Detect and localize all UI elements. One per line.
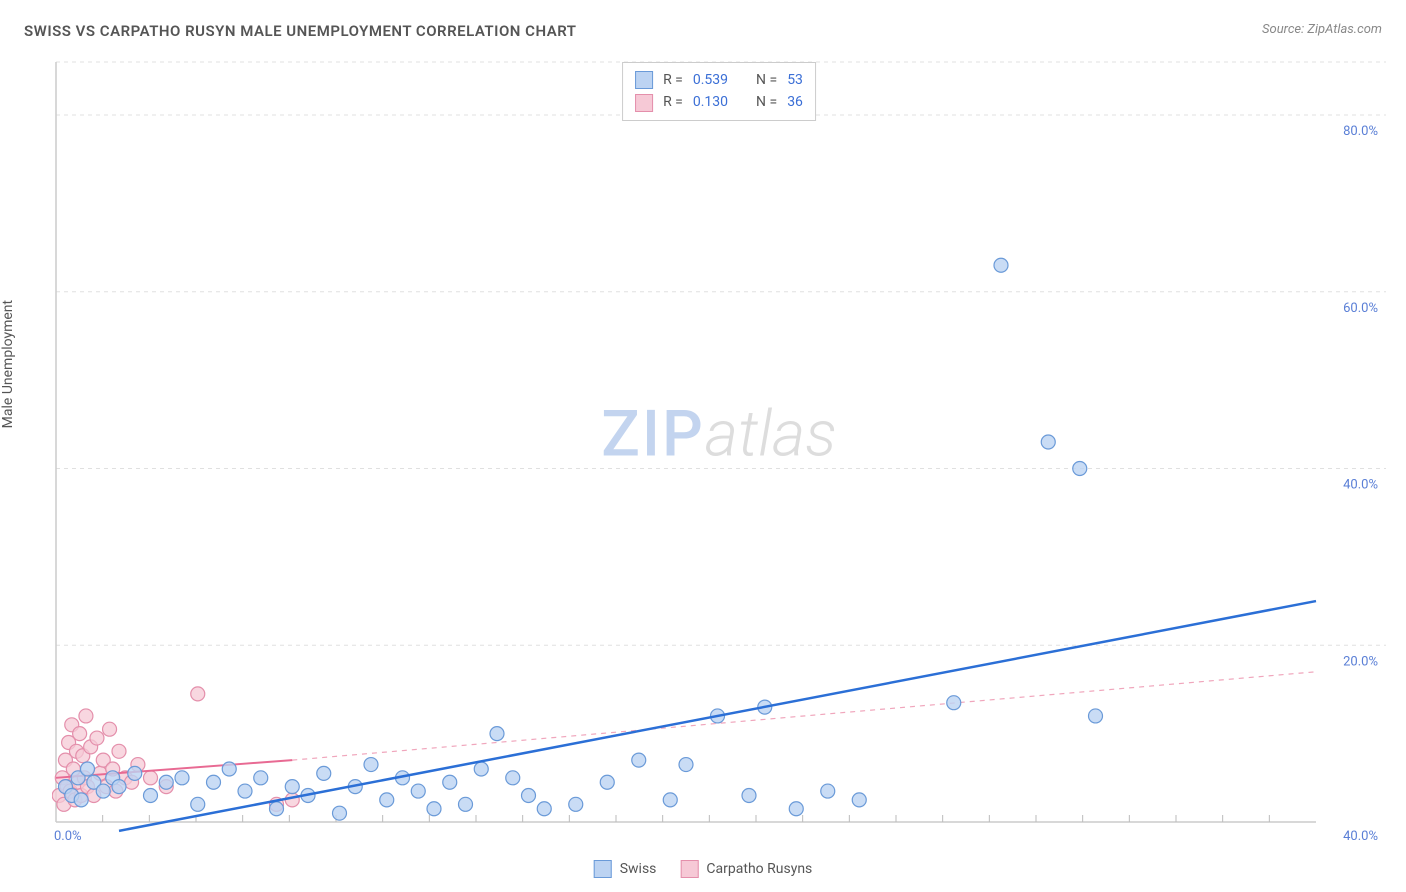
r-label: R = xyxy=(663,91,683,113)
svg-text:40.0%: 40.0% xyxy=(1343,829,1378,842)
svg-text:20.0%: 20.0% xyxy=(1343,654,1378,669)
n-value-swiss: 53 xyxy=(787,69,803,91)
legend-row-swiss: R = 0.539 N = 53 xyxy=(635,69,803,91)
svg-text:60.0%: 60.0% xyxy=(1343,301,1378,316)
chart-title: SWISS VS CARPATHO RUSYN MALE UNEMPLOYMEN… xyxy=(24,22,577,40)
legend-swatch-swiss xyxy=(635,71,653,89)
legend-swatch-icon xyxy=(680,860,698,878)
legend-series: Swiss Carpatho Rusyns xyxy=(594,860,813,878)
r-value-swiss: 0.539 xyxy=(693,69,728,91)
svg-text:40.0%: 40.0% xyxy=(1343,478,1378,493)
legend-row-rusyn: R = 0.130 N = 36 xyxy=(635,91,803,113)
svg-text:0.0%: 0.0% xyxy=(54,829,82,842)
n-label: N = xyxy=(756,91,777,113)
r-label: R = xyxy=(663,69,683,91)
legend-swatch-icon xyxy=(594,860,612,878)
source-attribution: Source: ZipAtlas.com xyxy=(1262,22,1382,37)
y-axis-label: Male Unemployment xyxy=(0,300,16,428)
legend-correlation: R = 0.539 N = 53 R = 0.130 N = 36 xyxy=(622,62,816,121)
scatter-plot: ZIPatlas 20.0%40.0%60.0%80.0%0.0%40.0% R… xyxy=(52,58,1386,842)
legend-label: Swiss xyxy=(620,861,657,877)
legend-swatch-rusyn xyxy=(635,94,653,112)
plot-svg: 20.0% 40.0% 60.0% 80.0% 0.0% 40.0% xyxy=(52,58,1386,842)
n-value-rusyn: 36 xyxy=(787,91,803,113)
legend-label: Carpatho Rusyns xyxy=(706,861,812,877)
svg-text:80.0%: 80.0% xyxy=(1343,124,1378,139)
legend-item-swiss: Swiss xyxy=(594,860,657,878)
legend-item-rusyn: Carpatho Rusyns xyxy=(680,860,812,878)
n-label: N = xyxy=(756,69,777,91)
r-value-rusyn: 0.130 xyxy=(693,91,728,113)
